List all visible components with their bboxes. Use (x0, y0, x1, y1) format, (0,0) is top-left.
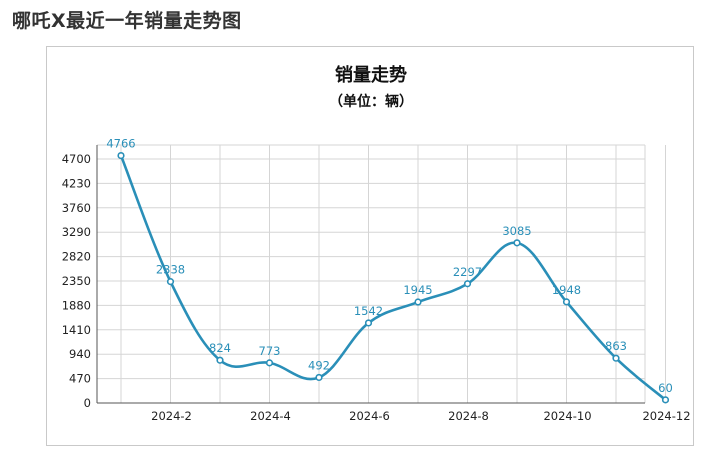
data-point (562, 298, 571, 306)
data-label: 1945 (403, 283, 432, 297)
y-tick-label: 3290 (62, 225, 91, 239)
y-tick-label: 2820 (62, 250, 91, 264)
chart-subtitle: （单位：辆） (329, 93, 413, 110)
x-tick-label: 2024-12 (642, 409, 690, 423)
data-point (315, 373, 323, 382)
data-label: 4766 (106, 137, 135, 151)
y-tick-label: 0 (84, 396, 91, 410)
y-tick-label: 4700 (62, 152, 91, 166)
data-label: 2297 (453, 265, 482, 279)
x-tick-label: 2024-6 (349, 409, 390, 423)
data-point (364, 319, 373, 327)
data-labels-group: 4766 2338 824 773 492 1542 1945 2297 3085 1948 863… (106, 137, 672, 395)
series-line (119, 154, 667, 402)
data-point (612, 354, 620, 362)
data-label: 1948 (552, 283, 581, 297)
data-point (117, 151, 125, 160)
x-tick-label: 2024-10 (543, 409, 591, 423)
y-tick-label: 2350 (62, 274, 91, 288)
y-tick-label: 1880 (62, 298, 91, 312)
data-label: 824 (209, 341, 231, 355)
data-point (166, 278, 175, 286)
data-label: 773 (259, 344, 281, 358)
x-axis-ticks: 2024-2 2024-4 2024-6 2024-8 2024-10 2024-12 (151, 409, 690, 423)
y-axis-ticks: 0 470 940 1410 1880 2350 2820 3290 3760 4230 4700 (62, 152, 91, 410)
points-group (117, 151, 670, 404)
x-tick-label: 2024-4 (250, 409, 291, 423)
sales-trend-chart: 销量走势 （单位：辆） 0 470 940 1410 1880 2350 2820 3290 3… (46, 46, 694, 446)
x-tick-label: 2024-2 (151, 409, 192, 423)
data-point (414, 298, 422, 306)
data-label: 863 (605, 339, 627, 353)
x-tick-label: 2024-8 (448, 409, 489, 423)
y-tick-label: 940 (69, 347, 91, 361)
y-tick-label: 4230 (62, 176, 91, 190)
y-tick-label: 3760 (62, 201, 91, 215)
data-label: 60 (658, 381, 673, 395)
data-point (216, 356, 224, 364)
series-group (119, 154, 667, 402)
data-label: 1542 (354, 304, 383, 318)
axes (96, 145, 645, 404)
data-label: 2338 (156, 263, 185, 277)
page-title: 哪吒X最近一年销量走势图 (12, 10, 242, 32)
data-point (463, 280, 472, 288)
y-tick-label: 470 (69, 372, 91, 386)
data-point (513, 239, 521, 247)
data-point (265, 359, 274, 367)
y-tick-label: 1410 (62, 323, 91, 337)
data-point (661, 396, 670, 404)
data-label: 3085 (502, 224, 531, 238)
chart-title: 销量走势 (335, 64, 407, 86)
chart-svg: 销量走势 （单位：辆） 0 470 940 1410 1880 2350 2820 3290 3… (62, 64, 691, 423)
data-label: 492 (308, 358, 330, 372)
